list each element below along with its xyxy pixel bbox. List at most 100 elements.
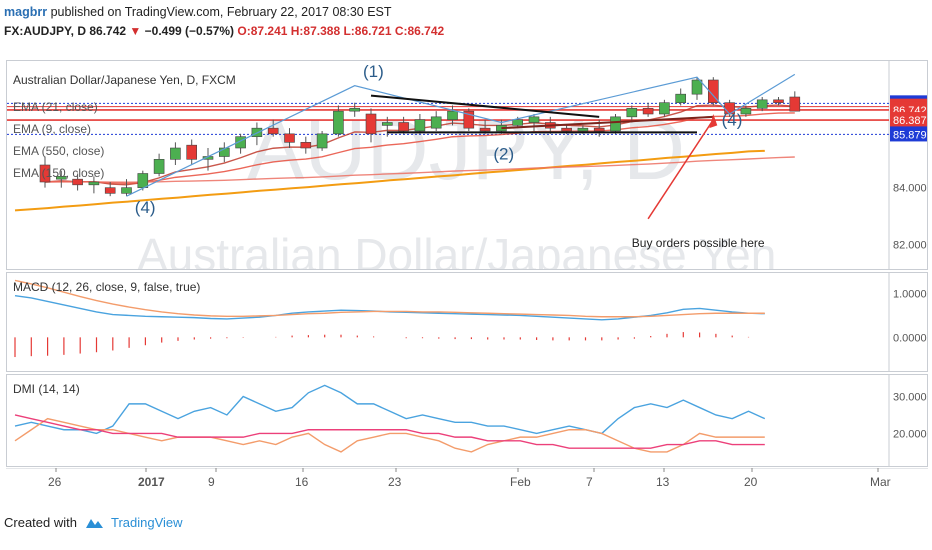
candle-body[interactable] (479, 127, 491, 132)
candle-body[interactable] (642, 108, 654, 115)
published-text: published on TradingView.com, February 2… (50, 5, 392, 19)
candle-body[interactable] (740, 108, 752, 115)
dmi-chart[interactable]: DMI (14, 14) 30.0000 20.0000 (7, 375, 932, 466)
time-tick-label: 26 (48, 475, 62, 489)
candle-body[interactable] (88, 181, 100, 186)
adx-line (14, 414, 765, 449)
legend-entry: EMA (9, close) (13, 122, 91, 136)
time-tick-label: Mar (870, 475, 891, 489)
wave-label: (4) (722, 110, 743, 129)
channel-line (501, 115, 714, 130)
candle-body[interactable] (72, 178, 83, 186)
price-tick: 84.000 (893, 183, 927, 195)
di-plus-line (14, 384, 766, 435)
candle-body[interactable] (153, 159, 165, 174)
price-change: −0.499 (−0.57%) (144, 24, 235, 38)
candle-body[interactable] (365, 113, 377, 135)
elliott-wave-line (126, 73, 796, 197)
macd-panel: MACD (12, 26, close, 9, false, true) 1.00… (6, 272, 928, 372)
macd-tick: 0.0000 (893, 332, 927, 344)
signal-line (14, 279, 765, 318)
candle-body[interactable] (316, 133, 328, 149)
di-minus-line (14, 417, 765, 453)
candle-body[interactable] (170, 147, 181, 160)
down-arrow-icon: ▼ (129, 24, 142, 38)
candle-body[interactable] (773, 99, 784, 103)
buy-arrow-head-icon (709, 114, 718, 129)
time-tick-label: 2017 (138, 475, 165, 489)
price-tick: 82.000 (893, 239, 927, 251)
author-link[interactable]: magbrr (4, 5, 48, 19)
candle-body[interactable] (398, 122, 409, 132)
price-label: 85.879 (893, 129, 927, 141)
candle-body[interactable] (707, 79, 719, 103)
candle-body[interactable] (626, 108, 638, 118)
candle-body[interactable] (333, 110, 344, 135)
symbol-name: FX:AUDJPY, D (4, 24, 87, 38)
candle-body[interactable] (219, 147, 230, 157)
candle-body[interactable] (447, 110, 458, 120)
candle-body[interactable] (593, 127, 605, 132)
tradingview-link[interactable]: TradingView (110, 515, 183, 530)
legend-entry: EMA (550, close) (13, 144, 104, 158)
candle-body[interactable] (577, 127, 589, 132)
candle-body[interactable] (267, 127, 279, 135)
time-tick-label: 20 (744, 475, 758, 489)
price-label-box (890, 126, 928, 142)
time-tick-label: 9 (208, 475, 215, 489)
time-axis: 26 2017 9 16 23 Feb 7 13 20 Mar (6, 468, 928, 489)
dmi-tick: 30.0000 (893, 391, 927, 403)
candle-body[interactable] (235, 136, 246, 149)
tradingview-cloud-icon (85, 518, 103, 528)
legend-entry: EMA (21, close) (13, 100, 98, 114)
candle-body[interactable] (349, 108, 361, 112)
candle-body[interactable] (512, 119, 524, 126)
wave-label: (2) (493, 144, 514, 163)
candle-body[interactable] (430, 116, 442, 129)
candle-body[interactable] (55, 176, 67, 180)
candle-body[interactable] (39, 164, 51, 183)
price-label-box (890, 112, 928, 128)
dmi-tick: 20.0000 (893, 428, 927, 440)
candle-body[interactable] (659, 102, 670, 115)
candle-body[interactable] (284, 133, 295, 143)
price-chart[interactable]: AUDJPY, D Australian Dollar/Japanese Yen… (7, 61, 928, 281)
candle-body[interactable] (691, 79, 703, 95)
dmi-label: DMI (14, 14) (13, 382, 80, 396)
buy-note: Buy orders possible here (632, 236, 765, 250)
candle-body[interactable] (381, 122, 393, 126)
candle-body[interactable] (137, 173, 149, 188)
ema-150-line (44, 156, 795, 183)
candle-body[interactable] (789, 96, 801, 112)
macd-chart[interactable]: MACD (12, 26, close, 9, false, true) 1.00… (7, 273, 927, 371)
time-tick-label: 13 (656, 475, 670, 489)
time-tick-label: Feb (510, 475, 531, 489)
macd-label: MACD (12, 26, close, 9, false, true) (13, 280, 200, 294)
candle-body[interactable] (300, 142, 312, 149)
candle-body[interactable] (121, 187, 132, 194)
time-tick-label: 23 (388, 475, 402, 489)
candle-body[interactable] (675, 93, 687, 103)
legend-entry: EMA (150, close) (13, 166, 104, 180)
candle-body[interactable] (756, 99, 768, 109)
ohlc-values: O:87.241 H:87.388 L:86.721 C:86.742 (237, 24, 445, 38)
publisher-line: magbrr published on TradingView.com, Feb… (4, 5, 392, 19)
last-price: 86.742 (89, 24, 127, 38)
chart-title: Australian Dollar/Japanese Yen, D, FXCM (13, 73, 236, 87)
ema-21-line (44, 112, 795, 184)
candle-body[interactable] (561, 127, 572, 132)
macd-tick: 1.0000 (893, 289, 927, 301)
created-with-text: Created with (4, 515, 77, 530)
candle-body[interactable] (186, 144, 197, 160)
candle-body[interactable] (414, 119, 426, 132)
candle-body[interactable] (463, 110, 475, 129)
buy-arrow (647, 119, 714, 220)
upper-trend-line (370, 94, 600, 118)
symbol-line: FX:AUDJPY, D 86.742 ▼ −0.499 (−0.57%) O:… (4, 24, 444, 38)
candle-body[interactable] (104, 187, 116, 194)
candle-body[interactable] (528, 116, 540, 123)
price-panel: AUDJPY, D Australian Dollar/Japanese Yen… (6, 60, 928, 281)
wave-label: (4) (135, 198, 156, 217)
candle-body[interactable] (610, 116, 621, 132)
time-tick-label: 7 (586, 475, 593, 489)
